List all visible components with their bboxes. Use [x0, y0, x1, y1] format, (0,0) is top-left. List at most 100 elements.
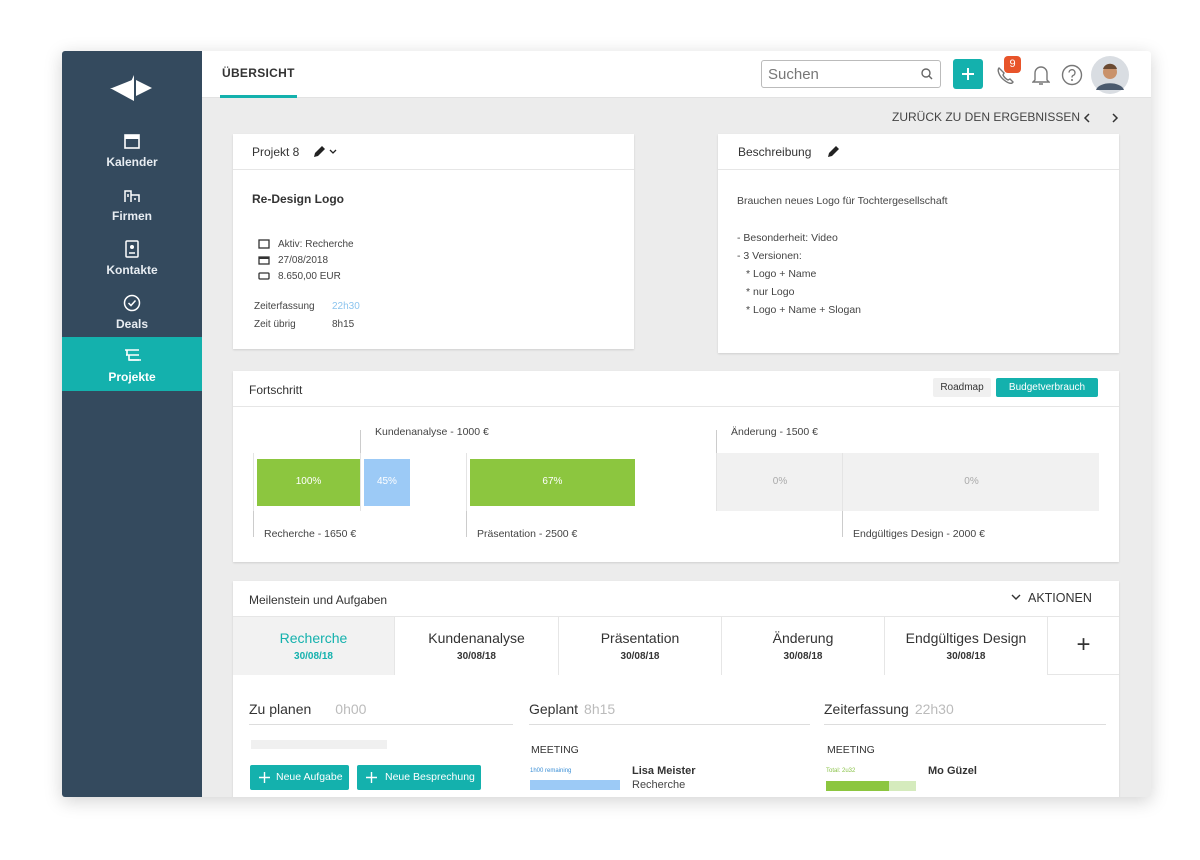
meeting-person: Mo Güzel [928, 765, 977, 777]
meeting-type: MEETING [827, 744, 875, 756]
nav-item[interactable]: Deals [62, 284, 202, 338]
meeting-task: Recherche [632, 779, 686, 791]
column-title: Zu planen [249, 701, 312, 717]
tab-date: 30/08/18 [620, 651, 660, 662]
tab-name: Änderung [772, 630, 834, 646]
progress-percent: 0% [772, 476, 788, 487]
meeting-person: Lisa Meister [632, 765, 696, 777]
info-icons [258, 239, 270, 280]
label-tick [360, 430, 361, 453]
column-header: Geplant 8h15 [529, 701, 810, 725]
tracked-bar [826, 781, 916, 791]
card-header: Beschreibung [718, 134, 1119, 170]
tab-name: Recherche [279, 630, 348, 646]
progress-percent: 100% [295, 476, 322, 487]
project-name: Re-Design Logo [252, 192, 344, 206]
contacts-icon [125, 240, 139, 258]
tab[interactable]: Kundenanalyse 30/08/18 [395, 617, 559, 675]
add-button[interactable] [953, 59, 983, 89]
time-label: Zeit übrig [254, 319, 296, 330]
progress-percent: 45% [376, 476, 397, 487]
button-label: Neue Besprechung [385, 771, 475, 783]
plus-icon [259, 772, 270, 783]
segment-label: Endgültiges Design - 2000 € [853, 528, 985, 540]
placeholder-bar [251, 740, 387, 749]
time-value: 22h30 [332, 301, 360, 312]
planned-bar [530, 780, 620, 790]
card-title: Meilenstein und Aufgaben [249, 593, 388, 607]
tab[interactable]: Endgültiges Design 30/08/18 [885, 617, 1048, 675]
avatar[interactable] [1091, 56, 1129, 94]
progress-segment: 67% [466, 453, 716, 511]
search-box[interactable]: Suchen [761, 60, 941, 88]
label-tick [842, 511, 843, 537]
bell-icon[interactable] [1032, 64, 1050, 86]
roadmap-button[interactable]: Roadmap [933, 378, 991, 397]
progress-segment: 45% [360, 453, 466, 511]
nav-item[interactable]: Kontakte [62, 230, 202, 284]
nav-item[interactable]: Kalender [62, 122, 202, 176]
time-label: Zeiterfassung [254, 301, 315, 312]
edit-icons[interactable] [313, 145, 337, 159]
meeting-type: MEETING [531, 744, 579, 756]
card-header: Projekt 8 [233, 134, 634, 170]
progress-bar [257, 459, 360, 506]
project-amount: 8.650,00 EUR [278, 271, 341, 282]
tab-name: Endgültiges Design [905, 630, 1027, 646]
nav-item[interactable]: Firmen [62, 176, 202, 230]
chevron-icon [1011, 594, 1021, 600]
phone-icon[interactable] [995, 65, 1015, 85]
button-label: Neue Aufgabe [276, 771, 343, 783]
pager-arrows[interactable] [1083, 112, 1123, 124]
segment-label: Recherche - 1650 € [264, 528, 357, 540]
tab-date: 30/08/18 [457, 651, 496, 662]
plus-icon [962, 68, 974, 80]
label-tick [253, 511, 254, 537]
card-title: Beschreibung [738, 145, 812, 159]
sidebar: Kalender Firmen Kontakte Deals Projekte [62, 51, 202, 797]
nav-label: Firmen [111, 209, 152, 223]
segment-label: Präsentation - 2500 € [477, 528, 578, 540]
edit-icon[interactable] [827, 145, 839, 158]
nav-item-active[interactable]: Projekte [62, 337, 202, 391]
search-placeholder: Suchen [768, 66, 819, 83]
project-date: 27/08/2018 [278, 255, 329, 266]
column-title: Geplant [529, 701, 579, 717]
company-icon [124, 190, 140, 202]
tab-active[interactable]: Recherche 30/08/18 [233, 617, 395, 675]
help-icon[interactable] [1061, 64, 1083, 86]
label-tick [466, 511, 467, 537]
deals-icon [123, 294, 141, 312]
progress-segment: 100% [253, 453, 360, 511]
back-link[interactable]: ZURÜCK ZU DEN ERGEBNISSEN [892, 110, 1081, 124]
description-line: - Besonderheit: Video [737, 232, 838, 244]
nav-label: Projekte [108, 370, 156, 384]
card-header: Meilenstein und Aufgaben AKTIONEN [233, 581, 1119, 617]
new-meeting-button[interactable]: Neue Besprechung [357, 765, 481, 790]
tracked-bar-fill [826, 781, 889, 791]
progress-segment: 0% [716, 453, 842, 511]
budget-button[interactable]: Budgetverbrauch [996, 378, 1098, 397]
calendar-icon [124, 134, 140, 149]
column-title: Zeiterfassung [824, 701, 909, 717]
actions-menu[interactable]: AKTIONEN [1028, 591, 1092, 605]
tab[interactable]: Präsentation 30/08/18 [559, 617, 722, 675]
segment-label: Änderung - 1500 € [731, 426, 818, 438]
add-tab[interactable]: + [1076, 631, 1091, 658]
description-subline: * nur Logo [746, 286, 795, 298]
new-task-button[interactable]: Neue Aufgabe [250, 765, 349, 790]
progress-bar [470, 459, 635, 506]
notification-badge: 9 [1004, 56, 1021, 73]
meeting-note: Total: 2u32 [826, 768, 856, 774]
tab-date: 30/08/18 [294, 651, 333, 662]
nav-label: Kontakte [106, 263, 158, 277]
description-line: Brauchen neues Logo für Tochtergesellsch… [737, 195, 948, 207]
projects-icon [125, 349, 141, 361]
meeting-note: 1h00 remaining [530, 768, 572, 774]
description-card: Beschreibung Brauchen neues Logo für Toc… [718, 134, 1119, 353]
card-title: Fortschritt [249, 383, 303, 397]
tab-title[interactable]: ÜBERSICHT [222, 66, 295, 80]
plus-icon [366, 772, 377, 783]
project-card: Projekt 8 Re-Design Logo Aktiv: Recherch… [233, 134, 634, 349]
tab[interactable]: Änderung 30/08/18 [722, 617, 885, 675]
